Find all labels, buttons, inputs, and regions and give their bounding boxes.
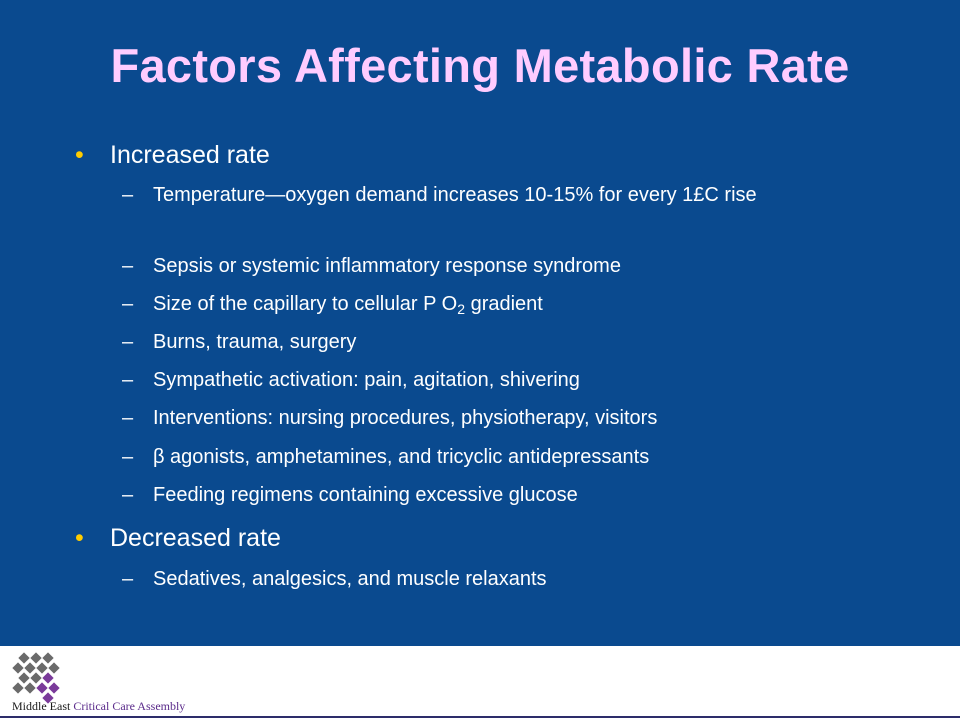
bullet-marker: •	[75, 524, 84, 552]
dash-marker: –	[122, 331, 134, 353]
slide-title: Factors Affecting Metabolic Rate	[110, 39, 850, 92]
slide-content: • Increased rate – Temperature—oxygen de…	[75, 141, 757, 590]
bullet-marker: •	[75, 141, 84, 169]
bullet-decreased-rate: Decreased rate	[110, 524, 281, 552]
sub-item-sympathetic: Sympathetic activation: pain, agitation,…	[153, 369, 580, 391]
slide-background-panel: Factors Affecting Metabolic Rate • Incre…	[0, 0, 960, 646]
dash-marker: –	[122, 184, 134, 206]
dash-marker: –	[122, 293, 134, 315]
footer-organization-name: Middle East Critical Care Assembly	[12, 699, 186, 713]
footer-divider	[0, 716, 960, 718]
sub-item-sepsis: Sepsis or systemic inflammatory response…	[153, 255, 621, 277]
sub-item-feeding: Feeding regimens containing excessive gl…	[153, 484, 578, 506]
sub-item-burns: Burns, trauma, surgery	[153, 331, 357, 353]
dash-marker: –	[122, 407, 134, 429]
dash-marker: –	[122, 255, 134, 277]
dash-marker: –	[122, 369, 134, 391]
sub-item-sedatives: Sedatives, analgesics, and muscle relaxa…	[153, 568, 547, 590]
sub-item-interventions: Interventions: nursing procedures, physi…	[153, 407, 658, 429]
bullet-increased-rate: Increased rate	[110, 141, 270, 169]
dash-marker: –	[122, 568, 134, 590]
dash-marker: –	[122, 484, 134, 506]
sub-item-capillary-gradient: Size of the capillary to cellular P O2 g…	[153, 293, 543, 317]
sub-item-beta-agonists: β agonists, amphetamines, and tricyclic …	[153, 446, 650, 468]
diamond-grid-logo-icon	[12, 652, 60, 704]
dash-marker: –	[122, 446, 134, 468]
sub-item-temperature: Temperature—oxygen demand increases 10-1…	[153, 184, 757, 206]
